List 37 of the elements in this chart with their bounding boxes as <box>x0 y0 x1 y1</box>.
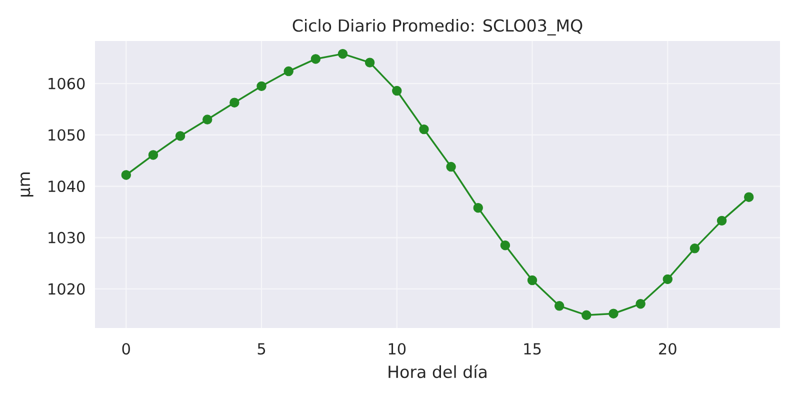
point <box>338 48 348 59</box>
point <box>744 192 754 202</box>
point <box>446 162 456 172</box>
point <box>310 54 321 64</box>
y-tick-label: 1020 <box>48 283 85 295</box>
point <box>716 216 727 226</box>
point <box>284 66 294 76</box>
point <box>527 275 538 286</box>
y-axis-title: µm <box>20 172 34 196</box>
point <box>554 301 564 311</box>
point <box>608 308 618 318</box>
point <box>148 150 158 160</box>
point <box>364 58 375 68</box>
point <box>202 114 212 124</box>
x-tick-label: 20 <box>659 343 676 355</box>
point <box>636 299 646 309</box>
x-tick-label: 15 <box>524 343 541 355</box>
x-tick-label: 0 <box>122 343 130 355</box>
x-axis-title: Hora del día <box>388 364 486 378</box>
point <box>582 310 592 320</box>
x-tick-label: 10 <box>388 343 406 355</box>
point <box>419 124 429 134</box>
y-tick-label: 1030 <box>48 232 85 244</box>
point <box>175 131 186 141</box>
y-tick-label: 1040 <box>48 180 85 192</box>
point <box>690 244 700 254</box>
point <box>392 86 402 96</box>
point <box>230 98 240 108</box>
point <box>473 202 483 213</box>
x-tick-label: 5 <box>258 343 266 355</box>
y-tick-label: 1060 <box>48 78 85 90</box>
chart-title: Ciclo Diario Promedio: SCLO03_MQ <box>292 18 582 36</box>
point <box>256 81 266 92</box>
y-tick-label: 1050 <box>48 129 85 141</box>
point <box>662 274 673 284</box>
point <box>500 240 510 250</box>
point <box>121 170 131 180</box>
